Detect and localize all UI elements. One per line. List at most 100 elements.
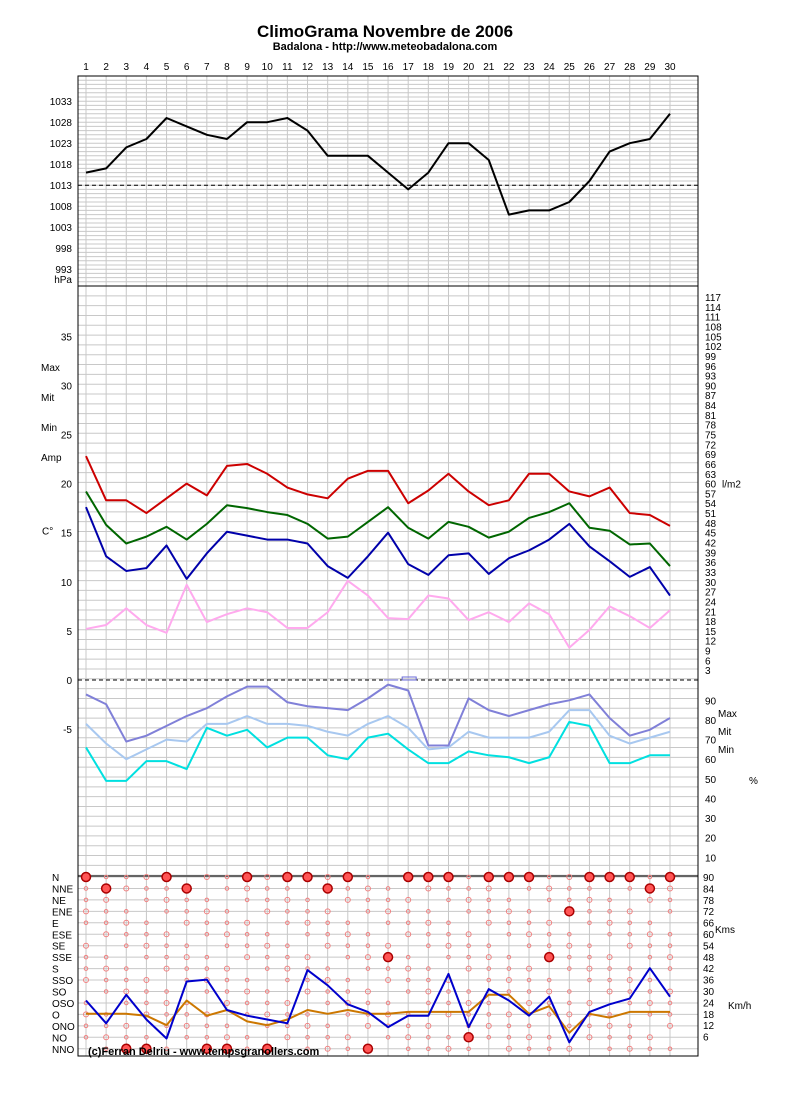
direction-frequency-dot bbox=[405, 989, 411, 994]
direction-frequency-dot bbox=[103, 931, 110, 938]
direction-frequency-dot bbox=[426, 943, 431, 949]
direction-frequency-dot bbox=[546, 874, 552, 880]
direction-frequency-dot bbox=[385, 1000, 391, 1006]
direction-frequency-dot bbox=[446, 931, 451, 937]
direction-frequency-dot bbox=[626, 1045, 633, 1052]
direction-frequency-dot bbox=[204, 989, 210, 994]
direction-frequency-dot bbox=[526, 1046, 532, 1052]
direction-frequency-dot bbox=[506, 966, 512, 971]
dominant-direction-marker bbox=[241, 871, 253, 883]
direction-frequency-dot bbox=[204, 931, 210, 937]
direction-frequency-dot bbox=[224, 909, 230, 914]
direction-frequency-dot bbox=[526, 920, 532, 926]
direction-frequency-dot bbox=[345, 1046, 351, 1052]
direction-frequency-dot bbox=[83, 966, 89, 971]
dominant-direction-marker bbox=[201, 1043, 213, 1054]
direction-frequency-dot bbox=[446, 1035, 451, 1040]
rain-tick-label: 111 bbox=[705, 313, 721, 324]
direction-frequency-dot bbox=[546, 988, 553, 995]
temp-tick-label: 10 bbox=[61, 578, 73, 589]
day-tick-label: 29 bbox=[644, 62, 656, 73]
direction-frequency-dot bbox=[364, 988, 371, 995]
day-tick-label: 22 bbox=[503, 62, 515, 73]
direction-frequency-dot bbox=[445, 1045, 452, 1052]
direction-frequency-dot bbox=[566, 1011, 573, 1018]
direction-frequency-dot bbox=[143, 977, 150, 984]
direction-frequency-dot bbox=[365, 909, 371, 914]
direction-frequency-dot bbox=[184, 1012, 189, 1017]
direction-frequency-dot bbox=[83, 942, 89, 949]
direction-frequency-dot bbox=[546, 943, 552, 949]
direction-frequency-dot bbox=[465, 896, 472, 903]
day-tick-label: 18 bbox=[423, 62, 435, 73]
direction-frequency-dot bbox=[325, 989, 330, 994]
direction-frequency-dot bbox=[667, 966, 673, 971]
direction-frequency-dot bbox=[285, 909, 290, 914]
wind-gust-line bbox=[85, 967, 671, 1044]
direction-frequency-dot bbox=[264, 908, 271, 915]
direction-frequency-dot bbox=[526, 886, 532, 891]
direction-frequency-dot bbox=[627, 1023, 633, 1029]
direction-frequency-dot bbox=[83, 920, 89, 926]
direction-frequency-dot bbox=[405, 1023, 411, 1029]
direction-frequency-dot bbox=[345, 1012, 351, 1017]
direction-frequency-dot bbox=[465, 931, 472, 938]
direction-frequency-dot bbox=[304, 988, 311, 995]
direction-frequency-dot bbox=[526, 1023, 532, 1029]
direction-frequency-dot bbox=[567, 886, 572, 891]
direction-label: ONO bbox=[52, 1022, 75, 1033]
dominant-direction-marker bbox=[302, 871, 313, 883]
direction-frequency-dot bbox=[224, 1023, 230, 1029]
direction-frequency-dot bbox=[325, 931, 330, 937]
wind-gust-unit-label: Kms bbox=[715, 925, 735, 936]
direction-frequency-dot bbox=[646, 896, 653, 903]
temperature-panel: 05101520253035-5C°3691215182124273033363… bbox=[41, 285, 758, 877]
rain-tick-label: 18 bbox=[705, 617, 717, 628]
wind-tick-label: 90 bbox=[703, 873, 715, 884]
direction-frequency-dot bbox=[587, 943, 592, 949]
direction-frequency-dot bbox=[626, 942, 633, 949]
direction-frequency-dot bbox=[567, 989, 572, 994]
direction-frequency-dot bbox=[505, 908, 512, 915]
direction-frequency-dot bbox=[465, 999, 472, 1006]
direction-frequency-dot bbox=[123, 1000, 129, 1006]
direction-frequency-dot bbox=[546, 931, 552, 937]
direction-label: S bbox=[52, 965, 59, 976]
direction-frequency-dot bbox=[83, 1023, 89, 1029]
direction-frequency-dot bbox=[627, 1035, 633, 1040]
direction-frequency-dot bbox=[244, 988, 251, 995]
direction-frequency-dot bbox=[567, 897, 572, 903]
direction-frequency-dot bbox=[325, 966, 330, 971]
direction-frequency-dot bbox=[445, 942, 452, 949]
day-tick-label: 16 bbox=[383, 62, 395, 73]
direction-frequency-dot bbox=[486, 1000, 492, 1006]
direction-frequency-dot bbox=[505, 1045, 512, 1052]
day-tick-label: 25 bbox=[564, 62, 576, 73]
temp-tick-label: 15 bbox=[61, 529, 73, 540]
direction-frequency-dot bbox=[486, 909, 492, 914]
humidity-tick-label: 70 bbox=[705, 736, 717, 747]
direction-frequency-dot bbox=[607, 909, 612, 914]
direction-frequency-dot bbox=[144, 920, 149, 926]
dominant-direction-marker bbox=[564, 906, 575, 917]
rain-tick-label: 48 bbox=[705, 519, 717, 530]
day-tick-label: 19 bbox=[443, 62, 455, 73]
dominant-direction-marker bbox=[584, 871, 595, 883]
direction-frequency-dot bbox=[486, 966, 492, 971]
direction-frequency-dot bbox=[123, 1035, 129, 1040]
humidity-tick-label: 90 bbox=[705, 696, 717, 707]
direction-frequency-dot bbox=[647, 874, 653, 880]
temp-amp-line bbox=[85, 579, 671, 649]
direction-frequency-dot bbox=[485, 954, 492, 961]
direction-frequency-dot bbox=[204, 1035, 210, 1040]
direction-frequency-dot bbox=[123, 966, 129, 971]
direction-frequency-dot bbox=[405, 920, 411, 926]
day-tick-label: 13 bbox=[322, 62, 334, 73]
direction-frequency-dot bbox=[405, 909, 411, 914]
direction-frequency-dot bbox=[224, 886, 230, 891]
dominant-direction-marker bbox=[463, 1032, 474, 1043]
humidity-tick-label: 40 bbox=[705, 794, 717, 805]
direction-frequency-dot bbox=[264, 954, 270, 960]
direction-frequency-dot bbox=[646, 999, 653, 1006]
